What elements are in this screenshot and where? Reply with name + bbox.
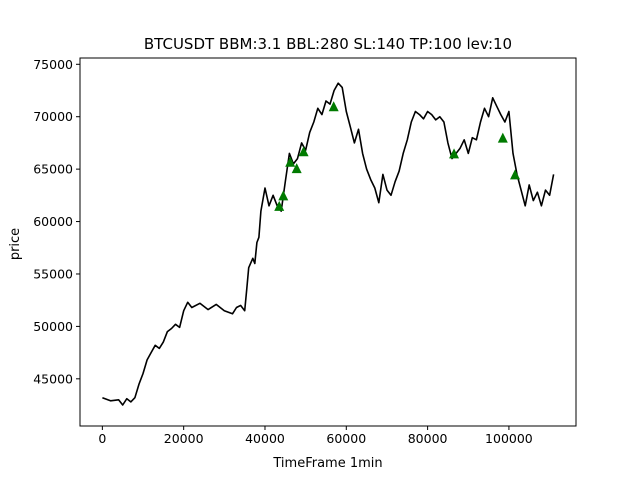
entry-markers: [274, 101, 521, 211]
plot-area: [79, 57, 577, 427]
chart-title: BTCUSDT BBM:3.1 BBL:280 SL:140 TP:100 le…: [144, 35, 512, 53]
entry-marker: [298, 146, 309, 157]
x-tick-label: 60000: [326, 431, 366, 446]
y-tick-label: 60000: [33, 214, 73, 229]
entry-marker: [449, 148, 460, 159]
entry-marker: [497, 132, 508, 143]
y-axis: 45000 50000 55000 60000 65000 70000 75000: [33, 57, 80, 386]
y-tick-label: 45000: [33, 371, 73, 386]
entry-marker: [510, 169, 521, 180]
entry-marker: [291, 163, 302, 174]
y-tick-label: 55000: [33, 266, 73, 281]
x-tick-label: 100000: [485, 431, 533, 446]
y-tick-label: 50000: [33, 319, 73, 334]
x-tick-label: 40000: [245, 431, 285, 446]
plot-frame: [79, 57, 577, 427]
entry-marker: [274, 200, 285, 211]
entry-marker: [278, 190, 289, 201]
price-line: [102, 82, 555, 406]
y-axis-label: price: [8, 228, 23, 260]
x-tick-label: 20000: [164, 431, 204, 446]
entry-marker: [328, 101, 339, 112]
entry-marker: [285, 156, 296, 167]
x-tick-label: 80000: [408, 431, 448, 446]
y-tick-label: 70000: [33, 109, 73, 124]
x-axis: 0 20000 40000 60000 80000 100000: [98, 426, 533, 446]
x-axis-label: TimeFrame 1min: [272, 456, 382, 471]
x-tick-label: 0: [98, 431, 106, 446]
y-tick-label: 75000: [33, 57, 73, 72]
y-tick-label: 65000: [33, 162, 73, 177]
